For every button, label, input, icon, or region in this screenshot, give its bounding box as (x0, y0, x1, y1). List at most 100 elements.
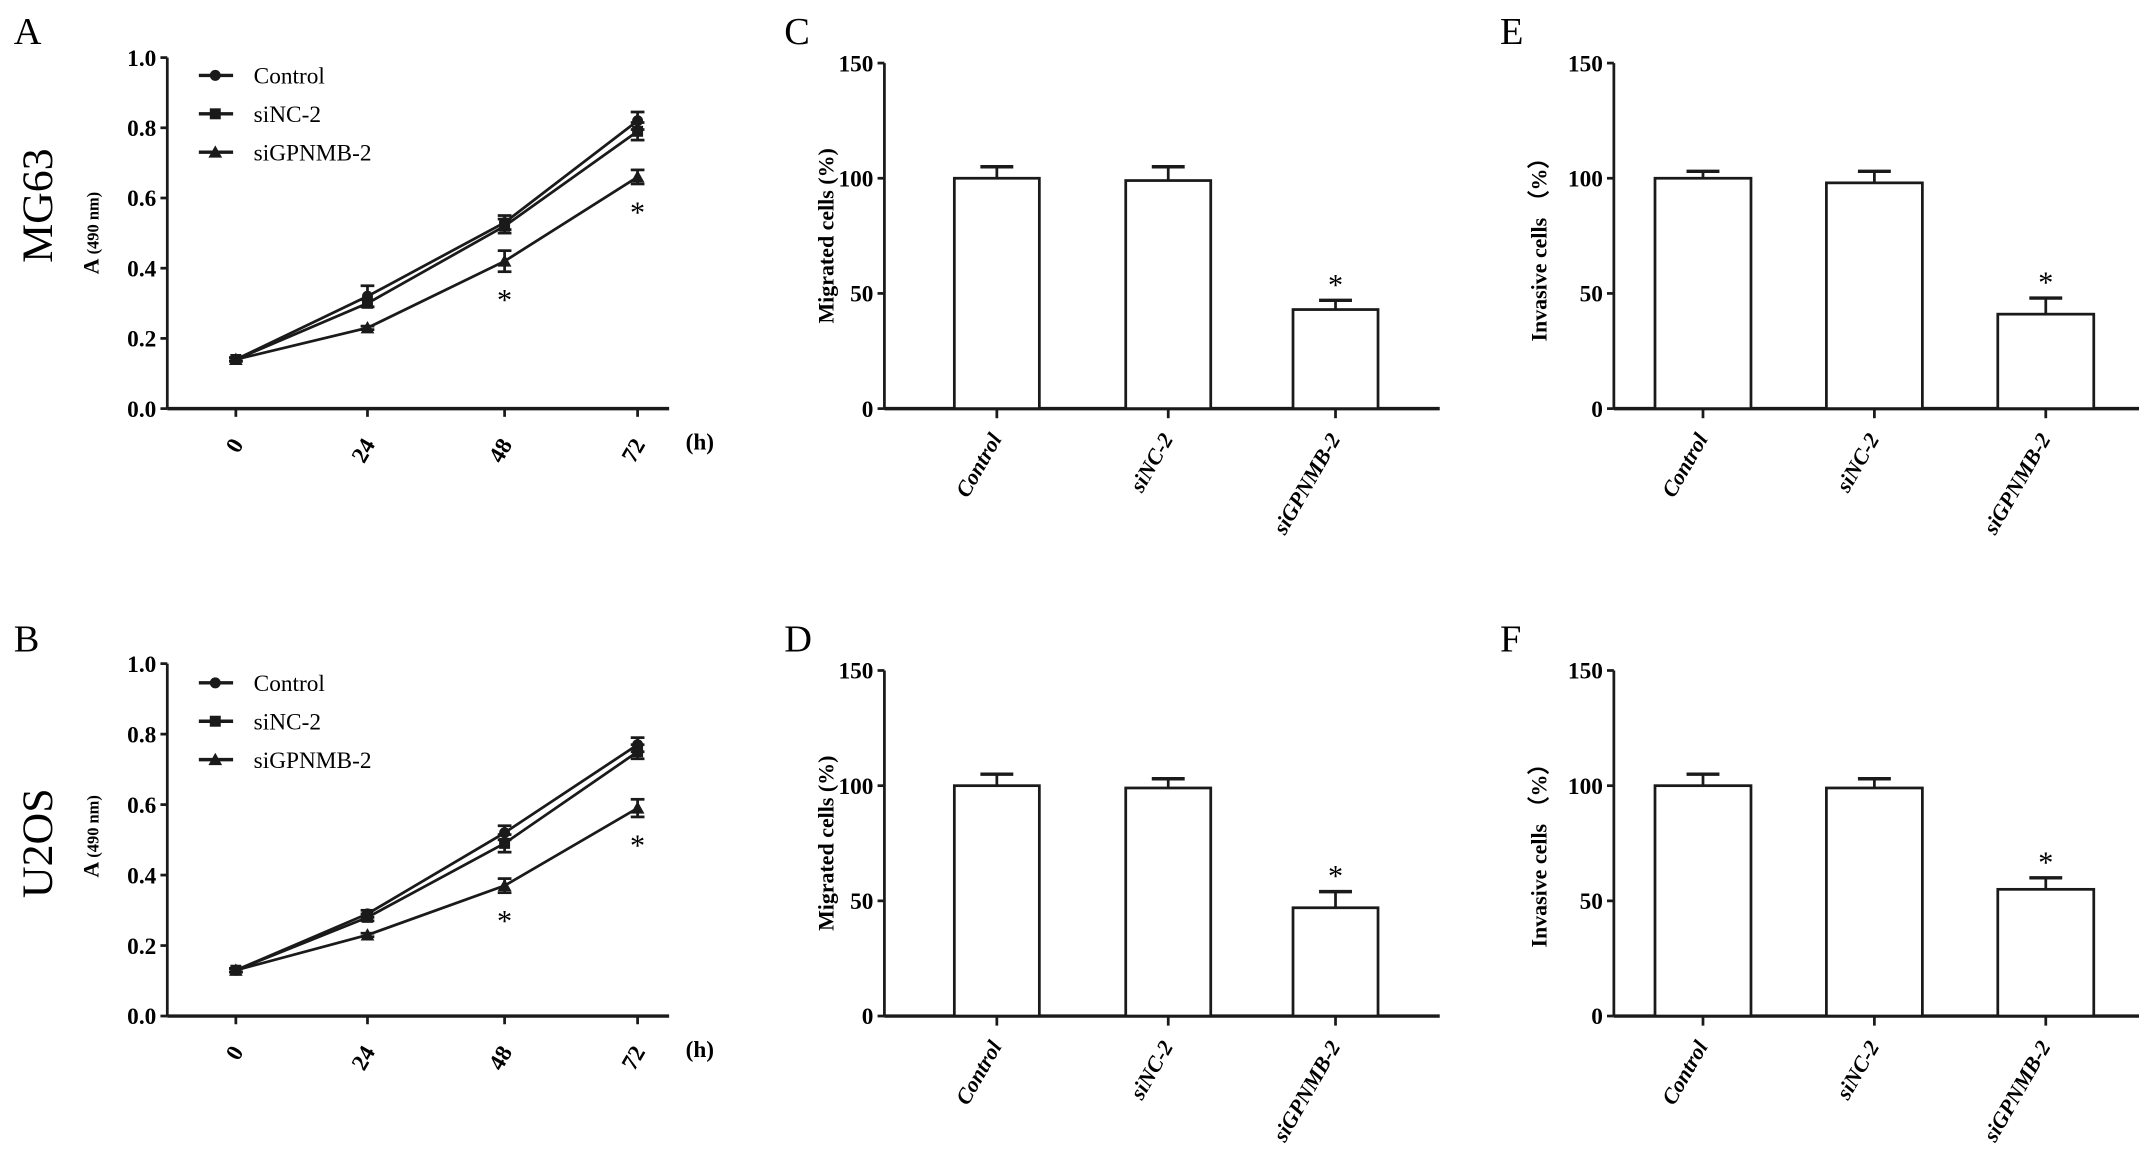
y-tick-label: 50 (1580, 889, 1603, 915)
legend-entry: Control (254, 64, 325, 90)
significance-marker: * (2038, 266, 2053, 300)
panel-label: F (1500, 618, 1521, 660)
data-point (228, 963, 243, 976)
y-tick-label: 0 (862, 397, 874, 423)
panel-label: C (784, 11, 810, 53)
y-tick-label: 0.6 (127, 186, 156, 212)
bar-siGPNMB-2 (1291, 308, 1380, 410)
x-tick-label: siGPNMB-2 (1267, 1036, 1345, 1146)
significance-marker: * (497, 904, 512, 938)
x-tick-label: siNC-2 (1830, 429, 1884, 497)
data-point (632, 125, 644, 137)
data-point (228, 352, 243, 365)
y-tick-label: 50 (850, 889, 873, 915)
series-line (235, 743, 639, 972)
bar-Control (1653, 176, 1753, 410)
x-tick-label: Control (950, 428, 1007, 501)
x-tick-label: Control (1656, 1035, 1713, 1108)
y-axis-label: Invasive cells （%） (1527, 753, 1552, 948)
y-tick-label: 0.0 (127, 1004, 156, 1030)
y-axis-label: Migrated cells (%) (814, 756, 839, 931)
y-tick-label: 150 (1568, 659, 1603, 685)
series-line (235, 175, 639, 361)
cell-line-label: MG63 (14, 148, 62, 263)
x-tick-label: siNC-2 (1124, 1036, 1178, 1104)
legend-marker (209, 715, 221, 727)
panel-label: E (1500, 11, 1523, 53)
data-point (361, 297, 373, 309)
y-tick-label: 100 (1568, 774, 1603, 800)
y-tick-label: 0.8 (127, 116, 156, 142)
bar-Control (952, 176, 1041, 410)
x-tick-label: Control (950, 1035, 1007, 1108)
y-tick-label: 0 (1591, 397, 1603, 423)
data-point (630, 170, 645, 183)
x-tick-label: 72 (617, 1042, 651, 1075)
significance-marker: * (1328, 268, 1343, 302)
y-tick-label: 100 (1568, 166, 1603, 192)
bar-siGPNMB-2 (1996, 887, 2096, 1018)
legend-entry: siGPNMB-2 (254, 140, 372, 166)
significance-marker: * (2038, 845, 2053, 879)
cell-line-label: U2OS (14, 788, 62, 898)
series-siGPNMB-2 (228, 168, 645, 365)
x-tick-label: 24 (347, 434, 381, 467)
bar-Control (952, 784, 1041, 1018)
legend-entry: siNC-2 (254, 709, 321, 735)
panel-D: D 0 50 100 150 Migrated cells (%) Control siNC-… (784, 618, 1440, 1147)
x-tick-label: siGPNMB-2 (1977, 1036, 2055, 1146)
y-axis-label: Invasive cells （%） (1527, 147, 1552, 342)
y-tick-label: 0 (1591, 1004, 1603, 1030)
panel-C: C 0 50 100 150 Migrated cells (%) Control siNC-… (784, 11, 1440, 539)
series-siGPNMB-2 (228, 797, 645, 976)
bar-Control (1653, 784, 1753, 1018)
panel-E: E 0 50 100 150 Invasive cells （%） Control siNC-… (1500, 11, 2140, 539)
legend-marker (209, 108, 221, 120)
data-point (360, 928, 375, 941)
bar-siNC-2 (1825, 181, 1924, 410)
significance-marker: * (497, 283, 512, 317)
y-axis-label-sub: (490 nm) (84, 192, 103, 255)
bar-siNC-2 (1825, 786, 1924, 1018)
data-point (499, 220, 511, 232)
panel-label: A (14, 11, 42, 53)
legend-marker (209, 677, 221, 689)
panel-A: A 0.0 0.2 0.4 0.6 0.8 1.0 MG63 A (490 nm) 0 24 48 72 (… (14, 11, 714, 468)
y-tick-label: 1.0 (127, 46, 156, 72)
x-tick-label: 0 (221, 1042, 249, 1065)
y-axis-label: A (490 nm) (79, 795, 104, 878)
y-tick-label: 0.6 (127, 793, 156, 819)
y-tick-label: 150 (1568, 51, 1603, 77)
bar-siNC-2 (1124, 179, 1213, 410)
panel-F: F 0 50 100 150 Invasive cells （%） Control siNC-… (1500, 618, 2140, 1147)
data-point (497, 878, 512, 892)
series-siNC-2 (228, 743, 645, 976)
y-tick-label: 0.0 (127, 397, 156, 423)
legend-entry: siGPNMB-2 (254, 748, 372, 774)
y-tick-label: 100 (838, 166, 873, 192)
y-tick-label: 100 (838, 774, 873, 800)
series-line (235, 130, 639, 361)
y-tick-label: 1.0 (127, 652, 156, 678)
y-tick-label: 0.2 (127, 327, 156, 353)
data-point (361, 911, 373, 923)
y-tick-label: 0.4 (127, 256, 156, 282)
series-line (235, 806, 639, 972)
y-axis-label: Migrated cells (%) (814, 148, 839, 323)
y-axis-label-main: A (79, 258, 104, 274)
y-axis-label: A (490 nm) (79, 192, 104, 275)
data-point (497, 254, 512, 267)
y-tick-label: 0.2 (127, 934, 156, 960)
data-point (630, 801, 645, 814)
y-axis-label-sub: (490 nm) (84, 795, 103, 858)
significance-marker: * (630, 828, 645, 862)
significance-marker: * (630, 195, 645, 229)
x-axis-label: (h) (686, 1037, 714, 1063)
significance-marker: * (1328, 859, 1343, 893)
series-line (235, 119, 639, 361)
panel-B: B 0.0 0.2 0.4 0.6 0.8 1.0 U2OS A (490 nm) 0 24 48 72 (… (14, 618, 714, 1075)
legend-marker (208, 145, 223, 158)
legend-entry: Control (254, 671, 325, 697)
x-tick-label: siGPNMB-2 (1977, 429, 2055, 539)
